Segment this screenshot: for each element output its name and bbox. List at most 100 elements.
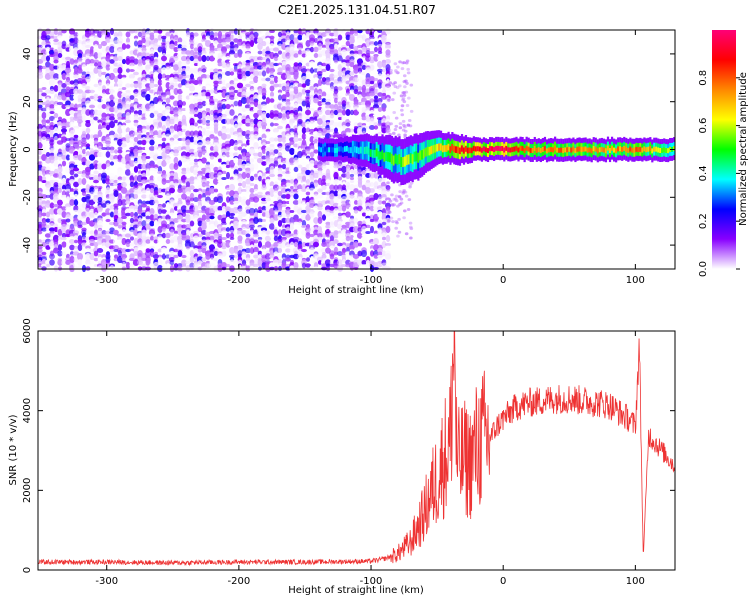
- spectrogram-noise-cell: [157, 208, 163, 215]
- spectrogram-noise-cell: [109, 146, 115, 151]
- spectrogram-noise-cell: [125, 135, 131, 144]
- spectrogram-noise-cell: [149, 167, 155, 172]
- spectrogram-noise-cell: [109, 59, 115, 64]
- spectrogram-noise-cell: [233, 146, 239, 151]
- spectrogram-noise-cell: [41, 176, 47, 181]
- spectrogram-noise-cell: [403, 190, 408, 194]
- spectrogram-ridge-core: [415, 151, 418, 162]
- spectrogram-noise-cell: [101, 128, 107, 133]
- spectrogram-noise-cell: [81, 202, 87, 209]
- spectrogram-noise-cell: [125, 68, 131, 73]
- spectrogram-noise-cell: [197, 245, 203, 250]
- spectrogram-noise-cell: [204, 47, 212, 52]
- spectrogram-noise-cell: [49, 104, 55, 109]
- spectrogram-noise-cell: [349, 176, 355, 181]
- spectrogram-noise-cell: [113, 214, 119, 221]
- spectrogram-noise-cell: [369, 80, 375, 85]
- spectrogram-noise-cell: [109, 179, 115, 184]
- spectrogram-noise-cell: [129, 62, 135, 67]
- spectrogram-noise-cell: [217, 233, 223, 238]
- spectrogram-noise-cell: [406, 71, 411, 75]
- spectrogram-noise-cell: [49, 253, 55, 260]
- spectrogram-noise-cell: [125, 248, 131, 253]
- spectrogram-noise-cell: [157, 170, 163, 175]
- spectrogram-noise-cell: [93, 179, 99, 184]
- spectrogram-noise-cell: [148, 199, 156, 206]
- spectrogram-noise-cell: [381, 236, 387, 241]
- spectrogram-noise-cell: [391, 203, 395, 207]
- spectrogram-noise-cell: [105, 83, 111, 88]
- spectrogram-noise-cell: [156, 155, 164, 160]
- spectrogram-noise-cell: [149, 220, 155, 227]
- spectrogram-noise-cell: [72, 74, 80, 79]
- spectrogram-noise-cell: [153, 130, 159, 137]
- spectrogram-noise-cell: [129, 106, 135, 113]
- spectrogram-noise-cell: [181, 101, 187, 106]
- spectrogram-noise-cell: [145, 77, 151, 82]
- spectrogram-noise-cell: [249, 88, 255, 95]
- spectrogram-noise-cell: [100, 53, 108, 58]
- spectrogram-noise-cell: [65, 218, 71, 223]
- spectrogram-noise-cell: [177, 60, 183, 69]
- spectrogram-noise-cell: [407, 198, 412, 202]
- spectrogram-noise-cell: [93, 93, 99, 102]
- spectrogram-noise-cell: [361, 233, 367, 238]
- spectrogram-noise-cell: [89, 53, 95, 58]
- spectrogram-noise-cell: [129, 68, 135, 73]
- spectrogram-noise-cell: [81, 71, 87, 76]
- spectrogram-noise-cell: [157, 237, 163, 246]
- spectrogram-noise-cell: [189, 185, 195, 190]
- spectrogram-noise-cell: [213, 32, 219, 37]
- spectrogram-noise-cell: [237, 182, 243, 187]
- spectrogram-noise-cell: [277, 136, 283, 143]
- spectrogram-noise-cell: [225, 103, 231, 110]
- spectrogram-noise-cell: [398, 122, 403, 126]
- spectrogram-noise-cell: [273, 149, 279, 154]
- spectrogram-noise-cell: [125, 89, 131, 94]
- spectrogram-noise-cell: [265, 181, 271, 188]
- spectrogram-noise-cell: [65, 145, 71, 152]
- spectrogram-noise-cell: [393, 128, 398, 132]
- spectrogram-noise-cell: [205, 91, 211, 98]
- spectrogram-noise-cell: [61, 155, 67, 160]
- spectrogram-noise-cell: [109, 116, 115, 121]
- spectrogram-noise-cell: [141, 212, 147, 217]
- spectrogram-noise-cell: [68, 191, 76, 196]
- spectrogram-noise-cell: [92, 203, 100, 208]
- spectrogram-noise-cell: [73, 115, 79, 122]
- spectrogram-noise-cell: [93, 263, 99, 268]
- spectrogram-noise-cell: [205, 74, 211, 79]
- spectrogram-noise-cell: [125, 41, 131, 46]
- spectrogram-noise-cell: [101, 163, 107, 170]
- spectrogram-noise-cell: [197, 62, 203, 67]
- spectrogram-noise-cell: [221, 250, 227, 257]
- spectrogram-noise-cell: [133, 82, 139, 89]
- spectrogram-noise-cell: [357, 86, 363, 91]
- spectrogram-noise-cell: [180, 55, 188, 62]
- spectrogram-noise-cell: [217, 95, 223, 100]
- spectrogram-noise-cell: [57, 239, 63, 244]
- spectrogram-noise-cell: [61, 232, 67, 239]
- spectrogram-noise-cell: [48, 38, 56, 43]
- spectrogram-noise-cell: [297, 53, 303, 58]
- spectrogram-noise-cell: [153, 76, 159, 83]
- spectrogram-noise-cell: [141, 125, 147, 130]
- spectrogram-noise-cell: [113, 254, 119, 259]
- spectrogram-noise-cell: [57, 53, 63, 58]
- spectrogram-noise-cell: [37, 221, 43, 226]
- spectrogram-noise-cell: [49, 110, 55, 115]
- spectrogram-noise-cell: [401, 98, 405, 102]
- spectrogram-noise-cell: [137, 59, 143, 64]
- spectrogram-ridge-core: [405, 154, 409, 165]
- spectrogram-noise-cell: [149, 214, 155, 221]
- spectrogram-ridge-core: [339, 146, 343, 152]
- spectrogram-noise-cell: [49, 245, 55, 250]
- spectrogram-noise-cell: [165, 218, 171, 223]
- spectrogram-noise-cell: [217, 80, 223, 85]
- spectrogram-noise-cell: [407, 96, 411, 100]
- spectrogram-noise-cell: [161, 137, 167, 142]
- spectrogram-noise-cell: [173, 40, 179, 47]
- spectrogram-noise-cell: [44, 157, 52, 164]
- spectrogram-noise-cell: [125, 58, 131, 65]
